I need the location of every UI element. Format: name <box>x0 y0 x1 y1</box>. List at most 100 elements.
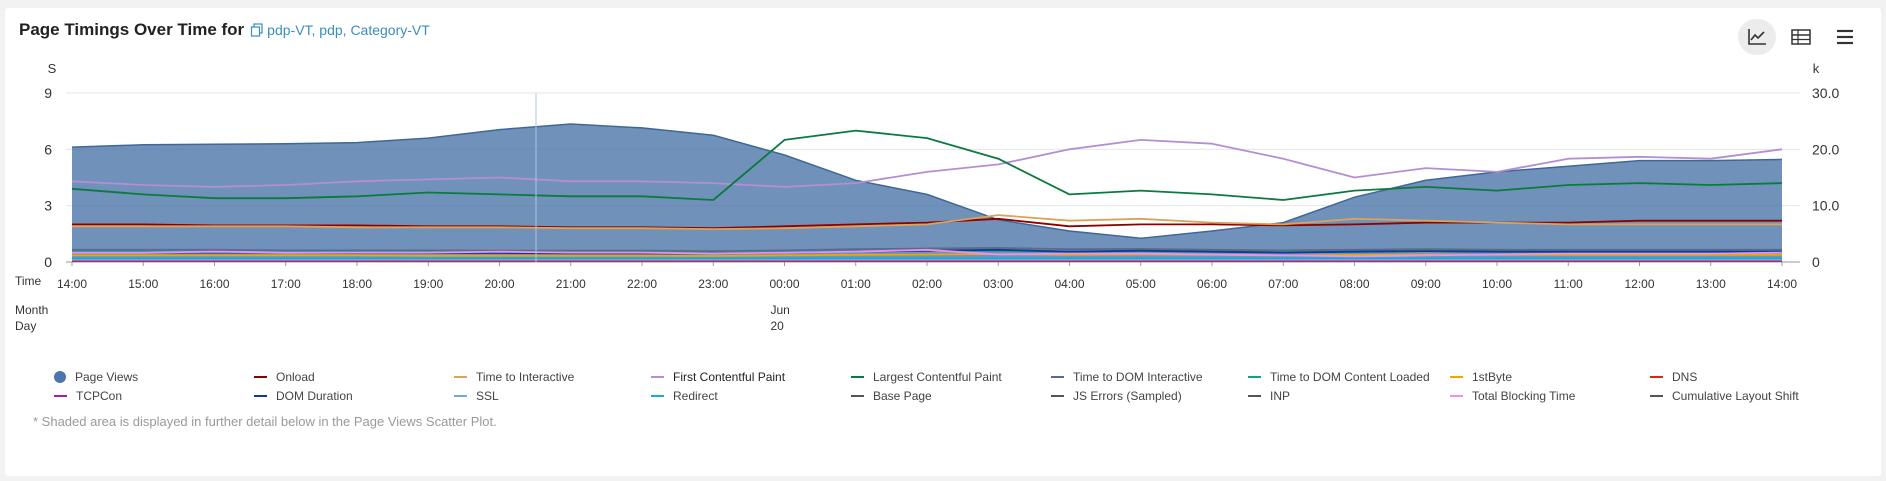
left-tick-label: 6 <box>44 141 52 157</box>
x-tick-label: 12:00 <box>1624 277 1654 291</box>
right-tick-label: 30.0 <box>1812 85 1839 101</box>
legend-label: Cumulative Layout Shift <box>1672 389 1799 403</box>
x-tick-label: 02:00 <box>912 277 942 291</box>
chart-subtitle-filter[interactable]: pdp-VT, pdp, Category-VT <box>267 22 430 38</box>
copy-icon[interactable] <box>250 23 264 37</box>
series-line-largest-contentful-paint[interactable] <box>71 129 1783 201</box>
legend-item-ssl[interactable]: SSL <box>454 389 499 403</box>
x-tick-label: 20:00 <box>484 277 514 291</box>
x-tick-label: 06:00 <box>1197 277 1227 291</box>
legend-item-first-contentful-paint[interactable]: First Contentful Paint <box>651 370 785 384</box>
x-tick-label: 14:00 <box>57 277 87 291</box>
series-lines-layer <box>71 129 1783 262</box>
legend-label: Page Views <box>75 370 139 384</box>
month-label: Jun <box>771 303 790 317</box>
legend-item-time-to-dom-content-loaded[interactable]: Time to DOM Content Loaded <box>1248 370 1430 384</box>
legend-swatch <box>1051 376 1064 378</box>
menu-icon <box>1837 29 1853 45</box>
legend-item-js-errors-sampled[interactable]: JS Errors (Sampled) <box>1051 389 1182 403</box>
x-tick-label: 14:00 <box>1767 277 1797 291</box>
legend-item-1stbyte[interactable]: 1stByte <box>1450 370 1512 384</box>
x-row-label: Time <box>15 274 42 288</box>
x-tick-label: 17:00 <box>271 277 301 291</box>
legend-swatch <box>254 376 267 378</box>
legend-label: 1stByte <box>1472 370 1513 384</box>
table-view-button[interactable] <box>1782 19 1820 55</box>
line-chart-button[interactable] <box>1738 19 1776 55</box>
x-tick-label: 01:00 <box>841 277 871 291</box>
legend-label: Time to DOM Content Loaded <box>1270 370 1430 384</box>
legend-label: Base Page <box>873 389 932 403</box>
series-area-page-views[interactable] <box>72 124 1782 262</box>
legend-label: JS Errors (Sampled) <box>1073 389 1182 403</box>
legend-swatch <box>851 376 864 378</box>
legend-label: First Contentful Paint <box>673 370 786 384</box>
legend-label: Time to DOM Interactive <box>1073 370 1203 384</box>
legend-item-redirect[interactable]: Redirect <box>651 389 718 403</box>
axis-labels: 0 3 6 9 0 10.0 20.0 30.0 S k 14:00 15:00 16:00 17:00 1… <box>15 61 1839 333</box>
x-tick-label: 00:00 <box>769 277 799 291</box>
x-tick-label: 16:00 <box>199 277 229 291</box>
legend-label: DOM Duration <box>276 389 353 403</box>
day-label: 20 <box>771 319 785 333</box>
right-tick-label: 20.0 <box>1812 141 1839 157</box>
right-axis-label: k <box>1813 61 1820 76</box>
x-tick-label: 13:00 <box>1696 277 1726 291</box>
legend-label: DNS <box>1672 370 1698 384</box>
legend-item-largest-contentful-paint[interactable]: Largest Contentful Paint <box>851 370 1002 384</box>
legend-label: Redirect <box>673 389 718 403</box>
chart-title: Page Timings Over Time for <box>19 20 245 39</box>
legend-item-time-to-interactive[interactable]: Time to Interactive <box>454 370 574 384</box>
legend-swatch <box>1248 395 1261 397</box>
chart-toolbar <box>1738 19 1864 55</box>
legend-swatch <box>1248 376 1261 378</box>
x-row-label: Day <box>15 319 36 333</box>
legend-item-dom-duration[interactable]: DOM Duration <box>254 389 353 403</box>
menu-button[interactable] <box>1826 19 1864 55</box>
legend-swatch <box>1450 376 1463 378</box>
right-tick-label: 0 <box>1812 254 1820 270</box>
legend-item-cumulative-layout-shift[interactable]: Cumulative Layout Shift <box>1650 389 1799 403</box>
legend-item-base-page[interactable]: Base Page <box>851 389 932 403</box>
x-tick-label: 15:00 <box>128 277 158 291</box>
legend-label: Largest Contentful Paint <box>873 370 1002 384</box>
page-views-area-layer <box>71 123 1783 262</box>
table-icon <box>1791 29 1811 45</box>
legend-item-dns[interactable]: DNS <box>1650 370 1697 384</box>
series-line-first-contentful-paint[interactable] <box>71 139 1783 188</box>
legend-swatch <box>1450 395 1463 397</box>
x-tick-label: 22:00 <box>627 277 657 291</box>
legend-item-time-to-dom-interactive[interactable]: Time to DOM Interactive <box>1051 370 1203 384</box>
legend-swatch <box>651 376 664 378</box>
page-timings-chart[interactable]: 0 3 6 9 0 10.0 20.0 30.0 S k 14:00 15:00 16:00 17:00 1… <box>0 0 1886 345</box>
x-tick-label: 10:00 <box>1482 277 1512 291</box>
x-tick-label: 18:00 <box>342 277 372 291</box>
legend-swatch <box>54 395 67 397</box>
left-tick-label: 3 <box>44 198 52 214</box>
legend-label: INP <box>1270 389 1291 403</box>
legend-item-total-blocking-time[interactable]: Total Blocking Time <box>1450 389 1575 403</box>
right-tick-label: 10.0 <box>1812 198 1839 214</box>
legend-label: Onload <box>276 370 315 384</box>
chart-header: Page Timings Over Time for pdp-VT, pdp, … <box>19 19 430 41</box>
series-line-time-to-interactive[interactable] <box>72 214 1782 230</box>
legend-label: Time to Interactive <box>476 370 575 384</box>
legend-swatch <box>1051 395 1064 397</box>
left-axis-label: S <box>48 61 57 76</box>
series-line-time-to-dom-interactive[interactable] <box>72 247 1782 252</box>
legend-swatch <box>851 395 864 397</box>
x-tick-label: 23:00 <box>698 277 728 291</box>
x-tick-label: 19:00 <box>413 277 443 291</box>
legend-label: TCPCon <box>76 389 123 403</box>
legend-item-onload[interactable]: Onload <box>254 370 315 384</box>
x-tick-label: 21:00 <box>556 277 586 291</box>
legend-item-page-views[interactable]: Page Views <box>54 370 138 384</box>
legend-swatch <box>54 371 66 383</box>
series-line-total-blocking-time[interactable] <box>72 248 1783 258</box>
shaded-area-note: * Shaded area is displayed in further de… <box>33 414 497 429</box>
legend-item-tcpcon[interactable]: TCPCon <box>54 389 122 403</box>
x-tick-label: 08:00 <box>1339 277 1369 291</box>
legend-label: SSL <box>476 389 499 403</box>
legend-item-inp[interactable]: INP <box>1248 389 1290 403</box>
x-tick-label: 09:00 <box>1411 277 1441 291</box>
